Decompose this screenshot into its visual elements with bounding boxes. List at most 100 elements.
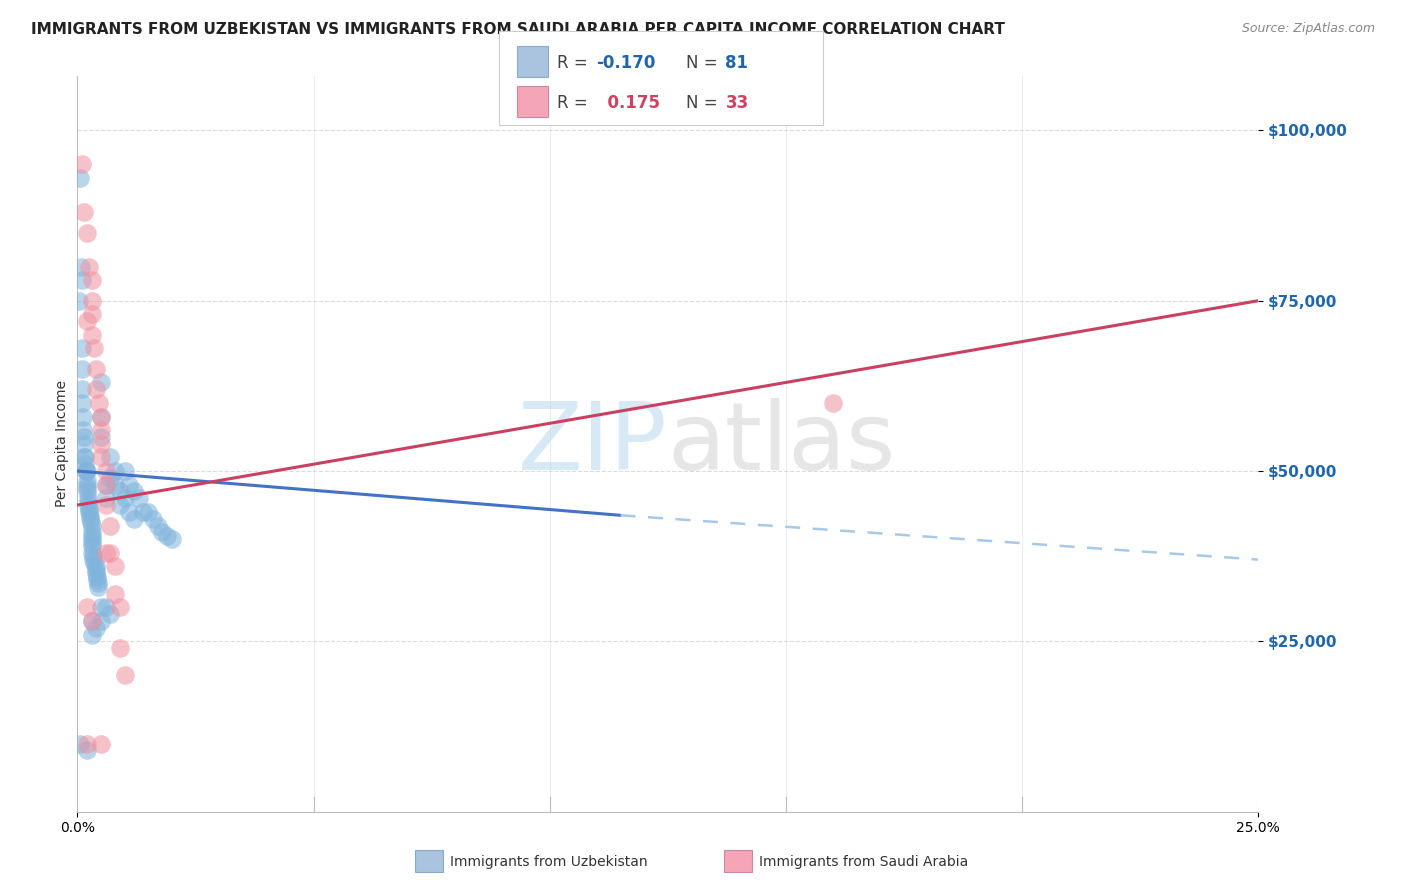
- Point: [94, 477, 117, 491]
- Point: [90, 600, 112, 615]
- Point: [80, 327, 103, 342]
- Point: [86, 576, 108, 591]
- Point: [76, 737, 98, 751]
- Point: [90, 436, 112, 450]
- Text: 33: 33: [725, 95, 749, 112]
- Y-axis label: Per Capita Income: Per Capita Income: [55, 380, 69, 508]
- Point: [76, 600, 98, 615]
- Point: [70, 382, 93, 396]
- Point: [76, 484, 98, 499]
- Text: N =: N =: [686, 54, 723, 72]
- Text: ZIP: ZIP: [519, 398, 668, 490]
- Point: [108, 484, 131, 499]
- Point: [69, 171, 91, 186]
- Point: [80, 273, 103, 287]
- Point: [73, 430, 96, 444]
- Point: [70, 273, 93, 287]
- Point: [80, 525, 103, 540]
- Point: [94, 464, 117, 478]
- Point: [146, 518, 169, 533]
- Point: [90, 376, 112, 390]
- Point: [82, 549, 104, 564]
- Text: IMMIGRANTS FROM UZBEKISTAN VS IMMIGRANTS FROM SAUDI ARABIA PER CAPITA INCOME COR: IMMIGRANTS FROM UZBEKISTAN VS IMMIGRANTS…: [31, 22, 1005, 37]
- Point: [94, 491, 117, 506]
- Point: [75, 464, 97, 478]
- Point: [86, 569, 108, 583]
- Point: [160, 532, 183, 546]
- Point: [80, 529, 103, 543]
- Point: [73, 450, 96, 465]
- Point: [108, 641, 131, 656]
- Point: [104, 587, 127, 601]
- Point: [104, 477, 127, 491]
- Point: [84, 563, 107, 577]
- Point: [86, 573, 108, 587]
- Point: [118, 477, 141, 491]
- Point: [75, 457, 97, 471]
- Point: [84, 559, 107, 574]
- Point: [823, 396, 845, 410]
- Point: [70, 361, 93, 376]
- Point: [79, 508, 101, 523]
- Text: 81: 81: [725, 54, 748, 72]
- Point: [90, 423, 112, 437]
- Point: [76, 481, 98, 495]
- Point: [114, 668, 136, 682]
- Point: [76, 314, 98, 328]
- Text: R =: R =: [557, 54, 593, 72]
- Text: Immigrants from Uzbekistan: Immigrants from Uzbekistan: [450, 855, 648, 869]
- Point: [67, 293, 90, 308]
- Point: [100, 607, 122, 621]
- Point: [82, 552, 104, 566]
- Text: 0.175: 0.175: [596, 95, 661, 112]
- Point: [90, 737, 112, 751]
- Point: [70, 260, 93, 274]
- Point: [118, 505, 141, 519]
- Point: [76, 494, 98, 508]
- Point: [73, 450, 96, 465]
- Point: [100, 546, 122, 560]
- Point: [80, 539, 103, 553]
- Point: [132, 505, 155, 519]
- Point: [122, 512, 145, 526]
- Text: atlas: atlas: [668, 398, 896, 490]
- Point: [80, 614, 103, 628]
- Point: [94, 477, 117, 491]
- Point: [76, 491, 98, 506]
- Point: [84, 361, 107, 376]
- Point: [90, 409, 112, 424]
- Point: [142, 512, 165, 526]
- Point: [90, 409, 112, 424]
- Point: [72, 409, 94, 424]
- Point: [79, 512, 101, 526]
- Point: [100, 450, 122, 465]
- Text: R =: R =: [557, 95, 593, 112]
- Point: [77, 505, 100, 519]
- Point: [72, 423, 94, 437]
- Point: [70, 157, 93, 171]
- Point: [77, 498, 100, 512]
- Point: [136, 505, 159, 519]
- Point: [80, 293, 103, 308]
- Point: [80, 518, 103, 533]
- Point: [77, 260, 100, 274]
- Point: [76, 743, 98, 757]
- Point: [82, 546, 104, 560]
- Point: [87, 580, 110, 594]
- Point: [76, 477, 98, 491]
- Point: [104, 464, 127, 478]
- Point: [100, 518, 122, 533]
- Point: [114, 464, 136, 478]
- Point: [84, 382, 107, 396]
- Point: [80, 532, 103, 546]
- Point: [83, 556, 105, 570]
- Point: [70, 396, 93, 410]
- Text: Source: ZipAtlas.com: Source: ZipAtlas.com: [1241, 22, 1375, 36]
- Point: [150, 525, 173, 540]
- Point: [104, 559, 127, 574]
- Text: Immigrants from Saudi Arabia: Immigrants from Saudi Arabia: [759, 855, 969, 869]
- Point: [94, 600, 117, 615]
- Point: [84, 621, 107, 635]
- Point: [122, 484, 145, 499]
- Point: [80, 614, 103, 628]
